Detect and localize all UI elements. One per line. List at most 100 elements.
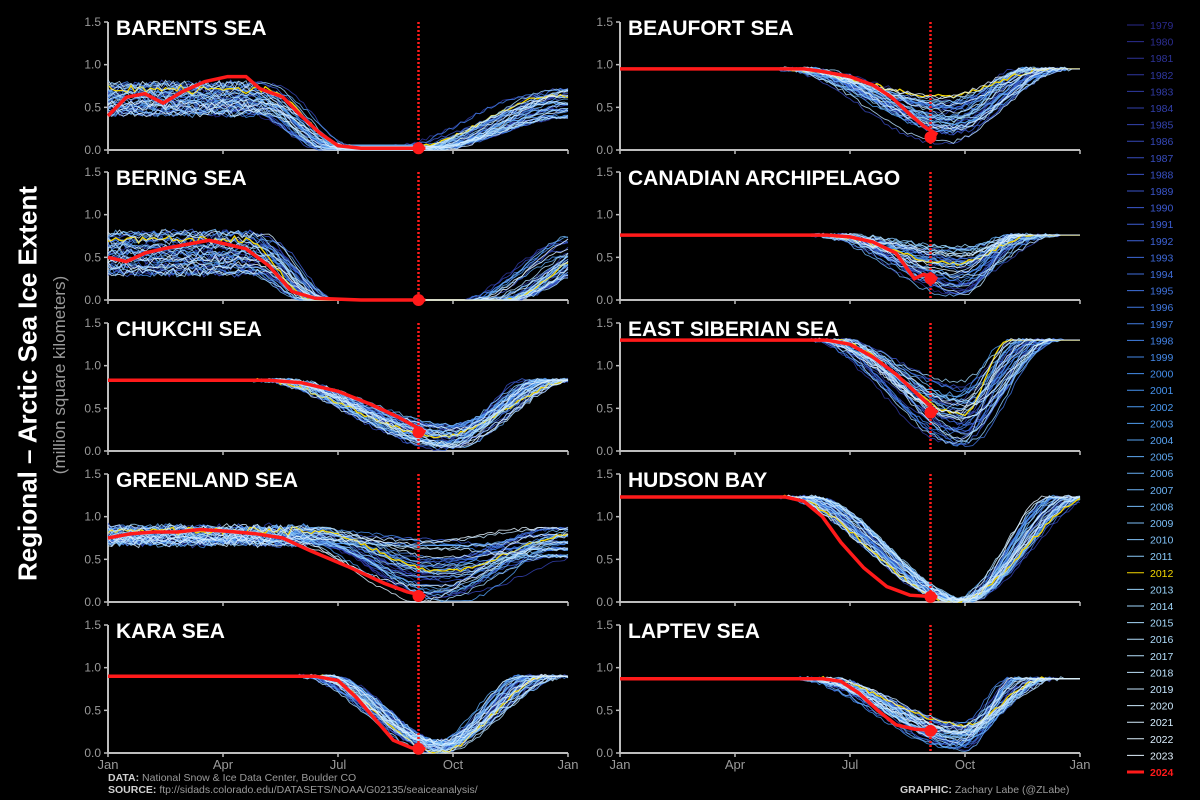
panel-title: BARENTS SEA [116, 17, 267, 40]
legend-label-1988: 1988 [1150, 169, 1174, 181]
legend-label-1981: 1981 [1150, 53, 1174, 65]
series-line-2022 [107, 94, 569, 150]
legend-label-2018: 2018 [1150, 667, 1174, 679]
panel-title: KARA SEA [116, 620, 225, 643]
y-tick-label: 0.5 [596, 552, 613, 566]
legend-label-2021: 2021 [1150, 717, 1174, 729]
panel-beaufort-sea: 0.0 0.5 1.0 1.5 BEAUFORT SEA [596, 15, 1081, 157]
y-tick-label: 1.0 [84, 208, 101, 222]
panel-title: LAPTEV SEA [628, 620, 760, 643]
y-tick-label: 0.0 [596, 746, 613, 760]
x-tick-label: Jan [1070, 757, 1091, 772]
legend-label-1996: 1996 [1150, 302, 1174, 314]
series-line-2024 [108, 674, 426, 751]
y-tick-label: 0.0 [596, 143, 613, 157]
series-line-2021 [107, 538, 569, 588]
y-tick-label: 1.0 [596, 208, 613, 222]
series-line-2022 [107, 533, 569, 603]
y-tick-label: 1.0 [84, 359, 101, 373]
y-tick-label: 1.5 [596, 618, 613, 632]
y-tick-label: 0.5 [84, 100, 101, 114]
y-tick-label: 0.5 [84, 401, 101, 415]
series-line-2024 [106, 74, 426, 151]
legend-label-2002: 2002 [1150, 402, 1174, 414]
legend-label-1983: 1983 [1150, 86, 1174, 98]
series-line-2017 [620, 494, 1080, 601]
current-value-dot [924, 406, 937, 419]
series-line-1979 [107, 266, 569, 301]
legend-label-2023: 2023 [1150, 750, 1174, 762]
panel-east-siberian-sea: 0.0 0.5 1.0 1.5 EAST SIBERIAN SEA [596, 316, 1081, 458]
legend-label-2007: 2007 [1150, 485, 1174, 497]
x-tick-label: Jul [842, 757, 859, 772]
legend-label-1986: 1986 [1150, 136, 1174, 148]
series-line-2005 [107, 524, 569, 597]
legend-label-2003: 2003 [1150, 418, 1174, 430]
y-tick-label: 1.5 [84, 15, 101, 29]
panel-bering-sea: 0.0 0.5 1.0 1.5 BERING SEA [84, 165, 569, 307]
panel-title: CANADIAN ARCHIPELAGO [628, 167, 900, 190]
y-tick-label: 0.0 [596, 595, 613, 609]
panel-barents-sea: 0.0 0.5 1.0 1.5 BARENTS SEA [84, 15, 569, 157]
current-value-dot [412, 294, 425, 306]
current-value-dot [924, 724, 937, 737]
y-tick-label: 0.0 [596, 444, 613, 458]
legend-label-2000: 2000 [1150, 369, 1174, 381]
series-line-2019 [620, 494, 1081, 601]
series-line-2021 [620, 494, 1080, 601]
legend-label-2012: 2012 [1150, 568, 1174, 580]
y-tick-label: 1.5 [84, 165, 101, 179]
y-tick-label: 0.5 [596, 703, 613, 717]
panel-title: GREENLAND SEA [116, 469, 298, 492]
y-tick-label: 1.0 [84, 510, 101, 524]
legend-label-2020: 2020 [1150, 701, 1174, 713]
panel-hudson-bay: 0.0 0.5 1.0 1.5 HUDSON BAY [596, 467, 1081, 609]
legend-label-2016: 2016 [1150, 634, 1174, 646]
y-tick-label: 0.0 [84, 746, 101, 760]
legend-label-2013: 2013 [1150, 584, 1174, 596]
series-line-2024 [108, 378, 427, 434]
current-value-dot [412, 142, 425, 155]
legend-label-2014: 2014 [1150, 601, 1174, 613]
legend-label-2004: 2004 [1150, 435, 1174, 447]
y-tick-label: 1.5 [84, 618, 101, 632]
series-line-2020 [107, 523, 568, 559]
legend-label-1982: 1982 [1150, 70, 1174, 82]
y-tick-label: 1.0 [84, 58, 101, 72]
y-tick-label: 0.0 [596, 293, 613, 307]
x-tick-label: Jan [558, 757, 579, 772]
series-line-2014 [107, 267, 568, 301]
x-tick-label: Jan [610, 757, 631, 772]
y-tick-label: 0.5 [596, 100, 613, 114]
current-value-dot [412, 590, 425, 603]
y-tick-label: 1.0 [84, 661, 101, 675]
y-tick-label: 1.0 [596, 58, 613, 72]
y-tick-label: 0.0 [84, 444, 101, 458]
panel-kara-sea: 0.0 0.5 1.0 1.5 Jan Apr Jul Oct Jan KARA SEA [84, 618, 578, 772]
current-value-dot [924, 272, 937, 285]
panel-title: BERING SEA [116, 167, 247, 190]
current-value-dot [412, 426, 425, 439]
panel-greenland-sea: 0.0 0.5 1.0 1.5 GREENLAND SEA [84, 467, 569, 609]
y-tick-label: 0.5 [596, 401, 613, 415]
legend-label-2022: 2022 [1150, 734, 1174, 746]
x-tick-label: Jan [98, 757, 119, 772]
legend-label-2001: 2001 [1150, 385, 1174, 397]
series-line-2024 [620, 338, 939, 414]
x-tick-label: Oct [443, 757, 464, 772]
y-tick-label: 1.5 [596, 316, 613, 330]
legend-label-2010: 2010 [1150, 535, 1174, 547]
legend-label-1985: 1985 [1150, 120, 1174, 132]
legend-label-2009: 2009 [1150, 518, 1174, 530]
x-tick-label: Oct [955, 757, 976, 772]
y-tick-label: 0.5 [596, 250, 613, 264]
legend-label-2005: 2005 [1150, 452, 1174, 464]
x-tick-label: Jul [330, 757, 347, 772]
series-line-2024 [107, 238, 426, 302]
y-tick-label: 1.5 [84, 467, 101, 481]
legend-label-1979: 1979 [1150, 20, 1174, 32]
y-tick-label: 1.5 [596, 165, 613, 179]
series-line-2024 [620, 495, 938, 599]
legend-label-2008: 2008 [1150, 501, 1174, 513]
